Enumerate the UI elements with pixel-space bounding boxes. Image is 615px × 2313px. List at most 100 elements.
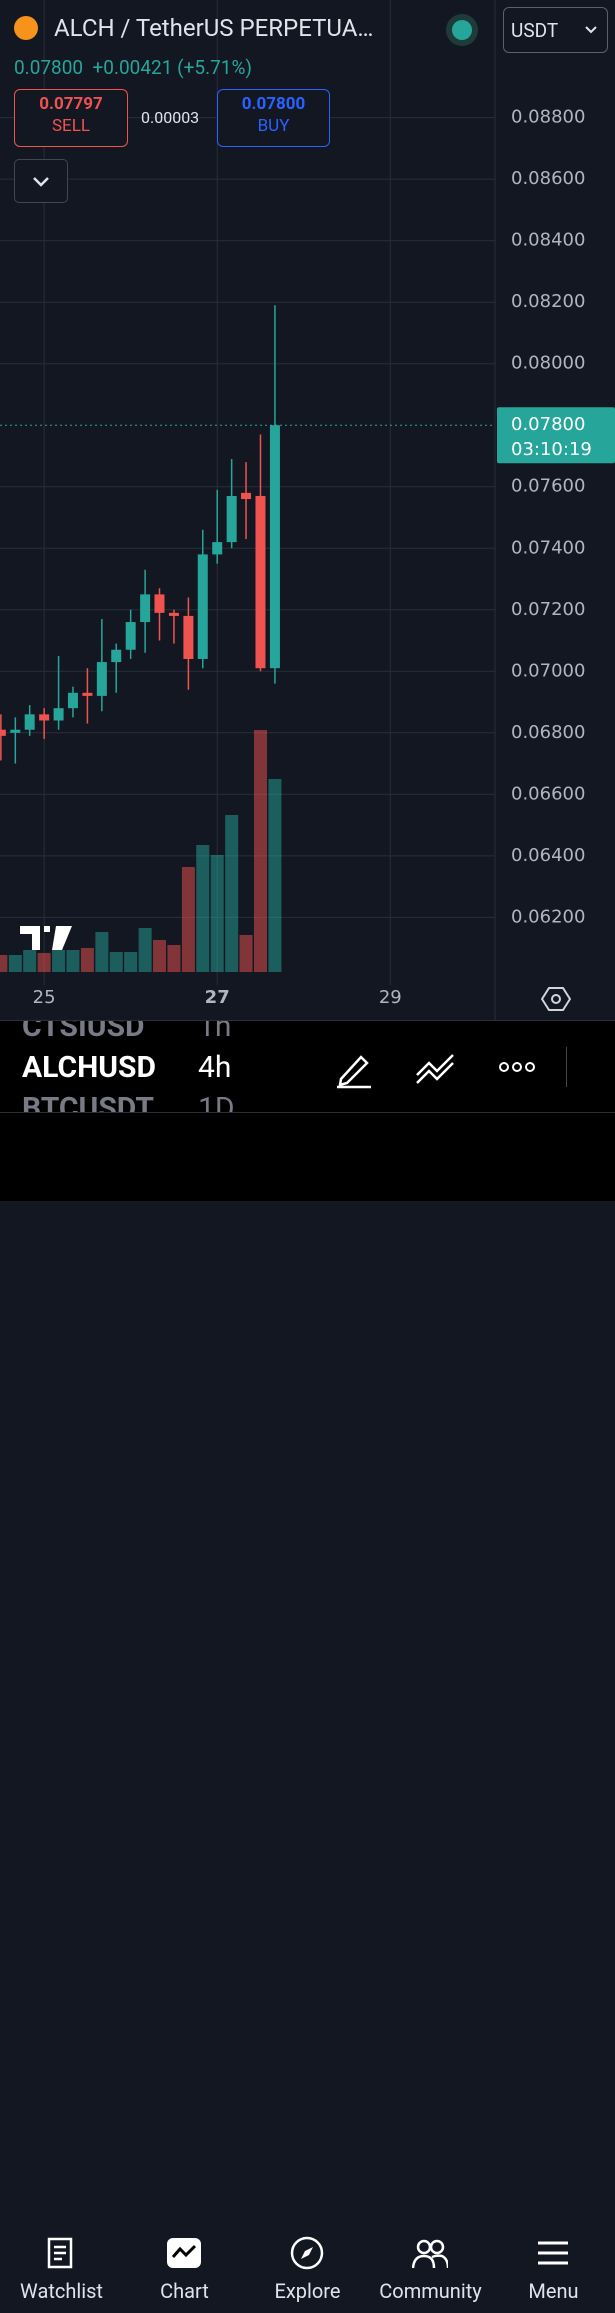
candle-body bbox=[53, 708, 64, 721]
y-tick-label: 0.06600 bbox=[511, 783, 585, 804]
sell-button[interactable]: 0.07797 SELL bbox=[14, 89, 128, 147]
symbol-name[interactable]: CTSIUSD bbox=[22, 1020, 145, 1044]
nav-item[interactable]: Explore bbox=[246, 2225, 369, 2313]
y-tick-label: 0.07000 bbox=[511, 660, 585, 681]
expand-button[interactable] bbox=[14, 159, 68, 203]
chart: 0.06200 0.06400 0.06600 0.06800 0.07000 0.072… bbox=[0, 0, 615, 1020]
y-tick-label: 0.07200 bbox=[511, 599, 585, 620]
x-tick-label: 27 bbox=[205, 987, 230, 1008]
sell-label: SELL bbox=[51, 116, 91, 136]
market-status bbox=[452, 20, 472, 40]
volume-bar bbox=[124, 952, 138, 972]
volume-bar bbox=[109, 952, 123, 972]
nav-label: Community bbox=[379, 2279, 482, 2303]
candle-body bbox=[111, 649, 122, 663]
candle-body bbox=[0, 729, 6, 736]
currency: USDT bbox=[511, 19, 559, 42]
volume-bar bbox=[66, 950, 80, 972]
volume-bar bbox=[196, 845, 210, 972]
symbol-name[interactable]: BTCUSDT bbox=[22, 1091, 154, 1113]
y-tick-label: 0.07600 bbox=[511, 476, 585, 497]
symbol-strip: CTSIUSD 1h ALCHUSD 4h BTCUSDT 1D bbox=[0, 1020, 615, 1113]
symbol-title[interactable]: ALCH / TetherUS PERPETUA… bbox=[54, 14, 374, 42]
settings-button[interactable] bbox=[541, 985, 571, 1013]
candle-body bbox=[197, 554, 208, 659]
x-tick-label: 25 bbox=[33, 987, 56, 1008]
y-tick-label: 0.08800 bbox=[511, 107, 585, 128]
volume-bar bbox=[80, 948, 94, 972]
y-tick-label: 0.08600 bbox=[511, 168, 585, 189]
candle-body bbox=[140, 594, 151, 623]
candle-body bbox=[24, 714, 35, 730]
countdown: 03:10:19 bbox=[511, 439, 592, 460]
candle-body bbox=[39, 714, 50, 721]
last-price-label: 0.07800 bbox=[511, 414, 585, 435]
volume-bar bbox=[253, 730, 267, 972]
symbol-name[interactable]: ALCHUSD bbox=[22, 1050, 156, 1085]
currency-select[interactable]: USDT bbox=[503, 7, 608, 53]
volume-bar bbox=[210, 855, 224, 972]
candle-body bbox=[67, 692, 78, 709]
price: 0.07800 bbox=[14, 56, 84, 79]
symbol-icon bbox=[14, 16, 38, 40]
y-tick-label: 0.08400 bbox=[511, 230, 585, 251]
nav-icon bbox=[167, 2238, 201, 2268]
candle-body bbox=[82, 692, 93, 696]
change: +0.00421 bbox=[92, 56, 173, 79]
y-tick-label: 0.06800 bbox=[511, 722, 585, 743]
price-row: 0.07800 +0.00421 (+5.71%) bbox=[14, 56, 252, 79]
draw-tool[interactable] bbox=[335, 1049, 375, 1089]
volume-bar bbox=[181, 867, 195, 972]
last-price-box bbox=[497, 407, 615, 464]
candle-body bbox=[168, 612, 179, 616]
volume-bar bbox=[152, 940, 166, 972]
candle-body bbox=[10, 729, 21, 733]
nav-item[interactable]: Watchlist bbox=[0, 2225, 123, 2313]
volume-bar bbox=[23, 950, 37, 972]
candle-body bbox=[226, 495, 237, 543]
x-tick-label: 29 bbox=[379, 987, 402, 1008]
volume-bar bbox=[225, 815, 239, 972]
candle-body bbox=[154, 594, 165, 613]
buy-button[interactable]: 0.07800 BUY bbox=[217, 89, 330, 147]
more-button[interactable] bbox=[498, 1057, 538, 1077]
nav-label: Chart bbox=[160, 2279, 209, 2303]
y-tick-label: 0.06400 bbox=[511, 845, 585, 866]
y-tick-label: 0.06200 bbox=[511, 906, 585, 927]
nav-icon bbox=[290, 2236, 324, 2270]
indicator-tool[interactable] bbox=[414, 1049, 458, 1089]
candle-body bbox=[269, 425, 280, 669]
spread: 0.00003 bbox=[141, 108, 200, 127]
nav-icon bbox=[538, 2241, 568, 2265]
volume-bar bbox=[8, 955, 22, 972]
sell-price: 0.07797 bbox=[39, 94, 103, 114]
candle-body bbox=[255, 495, 266, 669]
interval[interactable]: 4h bbox=[198, 1050, 232, 1085]
nav-label: Menu bbox=[528, 2279, 579, 2303]
buy-label: BUY bbox=[257, 116, 290, 136]
candle-body bbox=[96, 662, 107, 696]
bottom-nav: Watchlist Chart Explore Community Menu bbox=[0, 1112, 615, 2303]
chevron bbox=[33, 177, 49, 187]
candle-body bbox=[183, 615, 194, 659]
volume-bar bbox=[167, 945, 181, 972]
candle-body bbox=[241, 492, 252, 500]
candle-body bbox=[212, 542, 223, 555]
candle-body bbox=[125, 622, 136, 650]
volume-bar bbox=[37, 953, 51, 972]
chevron bbox=[585, 26, 597, 34]
nav-item[interactable]: Chart bbox=[123, 2225, 246, 2313]
tv-logo bbox=[20, 926, 72, 950]
y-tick-label: 0.07400 bbox=[511, 537, 585, 558]
interval[interactable]: 1D bbox=[198, 1091, 235, 1113]
interval[interactable]: 1h bbox=[198, 1020, 232, 1044]
nav-label: Watchlist bbox=[20, 2279, 103, 2303]
volume-bar bbox=[52, 950, 66, 972]
nav-item[interactable]: Community bbox=[369, 2225, 492, 2313]
nav-item[interactable]: Menu bbox=[492, 2225, 615, 2313]
y-tick-label: 0.08000 bbox=[511, 353, 585, 374]
volume-bar bbox=[268, 779, 282, 972]
volume-bar bbox=[95, 932, 109, 972]
change-pct: (+5.71%) bbox=[177, 56, 252, 79]
